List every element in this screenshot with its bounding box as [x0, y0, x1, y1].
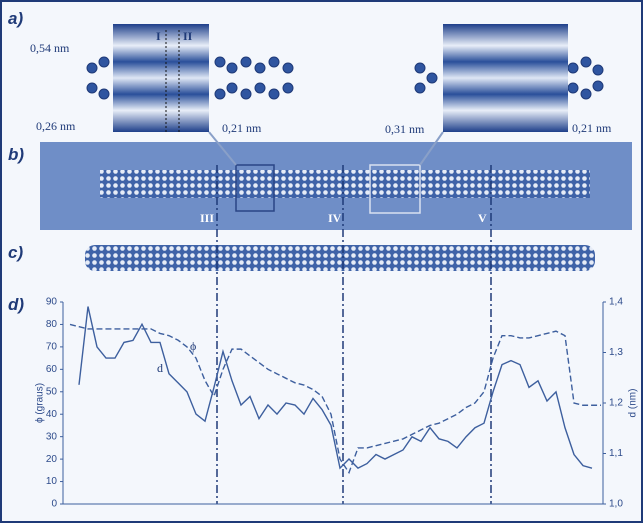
series-label: d [157, 361, 163, 375]
annotation: III [200, 211, 214, 225]
annotation: 0,54 nm [30, 41, 70, 55]
y-tick-label: 30 [46, 431, 58, 442]
panel-label: b) [8, 145, 24, 164]
y2-axis-label: d (nm) [628, 389, 639, 418]
panel-label: d) [8, 295, 24, 314]
annotation: V [478, 211, 487, 225]
y-tick-label: 0 [51, 499, 57, 510]
y-tick-label: 50 [46, 386, 58, 397]
stm-image [113, 24, 209, 132]
annotation: 0,31 nm [385, 122, 425, 136]
y2-tick-label: 1,0 [609, 499, 623, 510]
y-tick-label: 20 [46, 454, 58, 465]
y2-tick-label: 1,4 [609, 297, 623, 308]
annotation: 0,21 nm [572, 121, 612, 135]
y-tick-label: 80 [46, 319, 58, 330]
nanotube-model [85, 245, 595, 271]
panel-label: a) [8, 9, 23, 28]
stm-image [443, 24, 568, 132]
annotation: IV [328, 211, 342, 225]
nanotube [100, 170, 590, 198]
y-tick-label: 60 [46, 364, 58, 375]
y-tick-label: 40 [46, 409, 58, 420]
y-tick-label: 10 [46, 476, 58, 487]
series-label: ϕ [190, 339, 196, 353]
figure: a) I II 0,54 nm 0,26 nm 0,21 nm 0,31 nm … [0, 0, 643, 523]
y2-tick-label: 1,1 [609, 448, 623, 459]
panel-label: c) [8, 243, 23, 262]
y-tick-label: 90 [46, 297, 58, 308]
y-tick-label: 70 [46, 342, 58, 353]
y2-tick-label: 1,2 [609, 398, 623, 409]
annotation: 0,26 nm [36, 119, 76, 133]
y-axis-label: ϕ (graus) [35, 383, 46, 423]
annotation: 0,21 nm [222, 121, 262, 135]
annotation: II [183, 29, 193, 43]
y2-tick-label: 1,3 [609, 347, 623, 358]
annotation: I [156, 29, 161, 43]
